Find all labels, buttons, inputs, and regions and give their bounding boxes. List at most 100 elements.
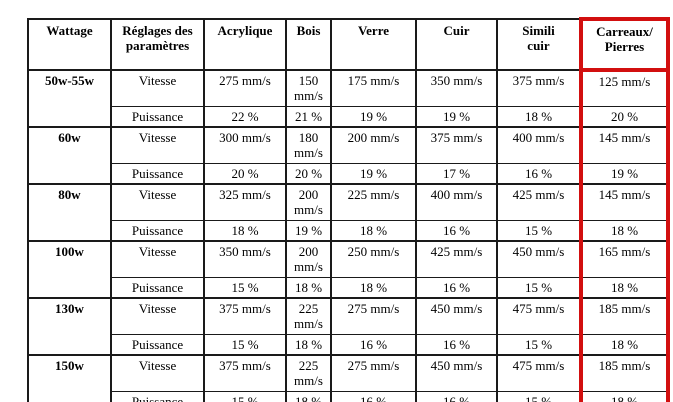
speed-value-cell: 325 mm/s xyxy=(203,182,287,221)
speed-value-cell: 425 mm/s xyxy=(415,239,498,278)
table-row: 100w Vitesse 350 mm/s 200 mm/s 250 mm/s … xyxy=(27,239,670,299)
power-value-cell: 15 % xyxy=(203,333,287,356)
speed-value-cell: 275 mm/s xyxy=(330,296,417,335)
speed-label-cell: Vitesse xyxy=(110,239,205,278)
power-value-cell: 21 % xyxy=(285,105,332,128)
speed-value-cell: 400 mm/s xyxy=(415,182,498,221)
table-row: Puissance 20 % 20 % 19 % 17 % 16 % 19 % xyxy=(28,162,670,185)
power-label-cell: Puissance xyxy=(110,276,205,299)
power-value-cell: 18 % xyxy=(330,276,417,299)
power-value-cell: 16 % xyxy=(415,276,498,299)
table-row: Puissance 18 % 19 % 18 % 16 % 15 % 18 % xyxy=(28,219,670,242)
speed-label-cell: Vitesse xyxy=(110,296,205,335)
table-row: 60w Vitesse 300 mm/s 180 mm/s 200 mm/s 3… xyxy=(27,125,670,185)
speed-value-cell-highlighted: 165 mm/s xyxy=(579,239,670,278)
power-value-cell-highlighted: 18 % xyxy=(579,333,670,356)
speed-value-cell: 225 mm/s xyxy=(285,353,332,392)
speed-value-cell: 425 mm/s xyxy=(496,182,582,221)
power-value-cell: 15 % xyxy=(496,333,582,356)
speed-value-cell-highlighted: 185 mm/s xyxy=(579,296,670,335)
speed-value-cell: 275 mm/s xyxy=(330,353,417,392)
header-row: Wattage Réglages des paramètres Acryliqu… xyxy=(27,17,670,72)
wattage-cell: 130w xyxy=(27,296,112,356)
speed-value-cell: 375 mm/s xyxy=(496,68,582,107)
speed-value-cell: 375 mm/s xyxy=(203,296,287,335)
power-value-cell: 18 % xyxy=(285,333,332,356)
speed-label-cell: Vitesse xyxy=(110,125,205,164)
power-value-cell: 16 % xyxy=(330,390,417,402)
speed-value-cell: 450 mm/s xyxy=(415,353,498,392)
power-value-cell: 16 % xyxy=(415,333,498,356)
table-row: 50w-55w Vitesse 275 mm/s 150 mm/s 175 mm… xyxy=(27,68,670,128)
speed-value-cell: 400 mm/s xyxy=(496,125,582,164)
power-value-cell: 16 % xyxy=(496,162,582,185)
speed-value-cell: 200 mm/s xyxy=(285,182,332,221)
power-value-cell: 18 % xyxy=(285,276,332,299)
power-value-cell: 19 % xyxy=(415,105,498,128)
power-value-cell: 15 % xyxy=(203,390,287,402)
wattage-cell: 50w-55w xyxy=(27,69,112,128)
speed-value-cell: 250 mm/s xyxy=(330,239,417,278)
laser-settings-table: Wattage Réglages des paramètres Acryliqu… xyxy=(27,17,670,402)
column-header-verre: Verre xyxy=(330,18,417,71)
column-header-wattage: Wattage xyxy=(27,18,112,71)
speed-value-cell: 350 mm/s xyxy=(415,68,498,107)
speed-value-cell: 350 mm/s xyxy=(203,239,287,278)
speed-label-cell: Vitesse xyxy=(110,182,205,221)
power-value-cell: 17 % xyxy=(415,162,498,185)
speed-value-cell: 175 mm/s xyxy=(330,68,417,107)
speed-value-cell: 375 mm/s xyxy=(203,353,287,392)
column-header-simili-cuir: Simili cuir xyxy=(496,18,582,71)
power-value-cell: 20 % xyxy=(285,162,332,185)
table-row: 80w Vitesse 325 mm/s 200 mm/s 225 mm/s 4… xyxy=(27,182,670,242)
table-row: Puissance 15 % 18 % 16 % 16 % 15 % 18 % xyxy=(28,390,670,402)
power-value-cell: 15 % xyxy=(496,276,582,299)
power-value-cell: 15 % xyxy=(496,219,582,242)
power-value-cell: 20 % xyxy=(203,162,287,185)
power-label-cell: Puissance xyxy=(110,219,205,242)
speed-value-cell: 300 mm/s xyxy=(203,125,287,164)
speed-value-cell-highlighted: 145 mm/s xyxy=(579,182,670,221)
column-header-acrylique: Acrylique xyxy=(203,18,287,71)
power-value-cell-highlighted: 18 % xyxy=(579,390,670,402)
power-value-cell: 18 % xyxy=(496,105,582,128)
speed-value-cell-highlighted: 185 mm/s xyxy=(579,353,670,392)
table-row: Puissance 15 % 18 % 16 % 16 % 15 % 18 % xyxy=(28,333,670,356)
power-value-cell: 18 % xyxy=(330,219,417,242)
speed-value-cell: 275 mm/s xyxy=(203,68,287,107)
speed-value-cell-highlighted: 125 mm/s xyxy=(579,68,670,107)
power-value-cell: 15 % xyxy=(496,390,582,402)
speed-value-cell: 200 mm/s xyxy=(330,125,417,164)
speed-value-cell: 450 mm/s xyxy=(415,296,498,335)
wattage-cell: 150w xyxy=(27,353,112,402)
speed-label-cell: Vitesse xyxy=(110,68,205,107)
speed-value-cell: 475 mm/s xyxy=(496,353,582,392)
speed-value-cell: 225 mm/s xyxy=(285,296,332,335)
power-label-cell: Puissance xyxy=(110,105,205,128)
power-label-cell: Puissance xyxy=(110,333,205,356)
power-value-cell-highlighted: 18 % xyxy=(579,276,670,299)
wattage-cell: 60w xyxy=(27,125,112,185)
column-header-reglages-parametres: Réglages des paramètres xyxy=(110,18,205,71)
power-value-cell: 19 % xyxy=(330,105,417,128)
power-value-cell: 15 % xyxy=(203,276,287,299)
speed-value-cell: 375 mm/s xyxy=(415,125,498,164)
table-row: Puissance 15 % 18 % 18 % 16 % 15 % 18 % xyxy=(28,276,670,299)
speed-value-cell-highlighted: 145 mm/s xyxy=(579,125,670,164)
wattage-cell: 100w xyxy=(27,239,112,299)
table-row: Puissance 22 % 21 % 19 % 19 % 18 % 20 % xyxy=(28,105,670,128)
power-label-cell: Puissance xyxy=(110,162,205,185)
speed-value-cell: 475 mm/s xyxy=(496,296,582,335)
speed-value-cell: 180 mm/s xyxy=(285,125,332,164)
speed-value-cell: 150 mm/s xyxy=(285,68,332,107)
column-header-cuir: Cuir xyxy=(415,18,498,71)
power-value-cell-highlighted: 19 % xyxy=(579,162,670,185)
power-value-cell: 19 % xyxy=(330,162,417,185)
power-value-cell: 18 % xyxy=(203,219,287,242)
power-value-cell: 18 % xyxy=(285,390,332,402)
power-value-cell-highlighted: 20 % xyxy=(579,105,670,128)
speed-value-cell: 450 mm/s xyxy=(496,239,582,278)
power-value-cell: 16 % xyxy=(330,333,417,356)
speed-label-cell: Vitesse xyxy=(110,353,205,392)
power-value-cell: 19 % xyxy=(285,219,332,242)
